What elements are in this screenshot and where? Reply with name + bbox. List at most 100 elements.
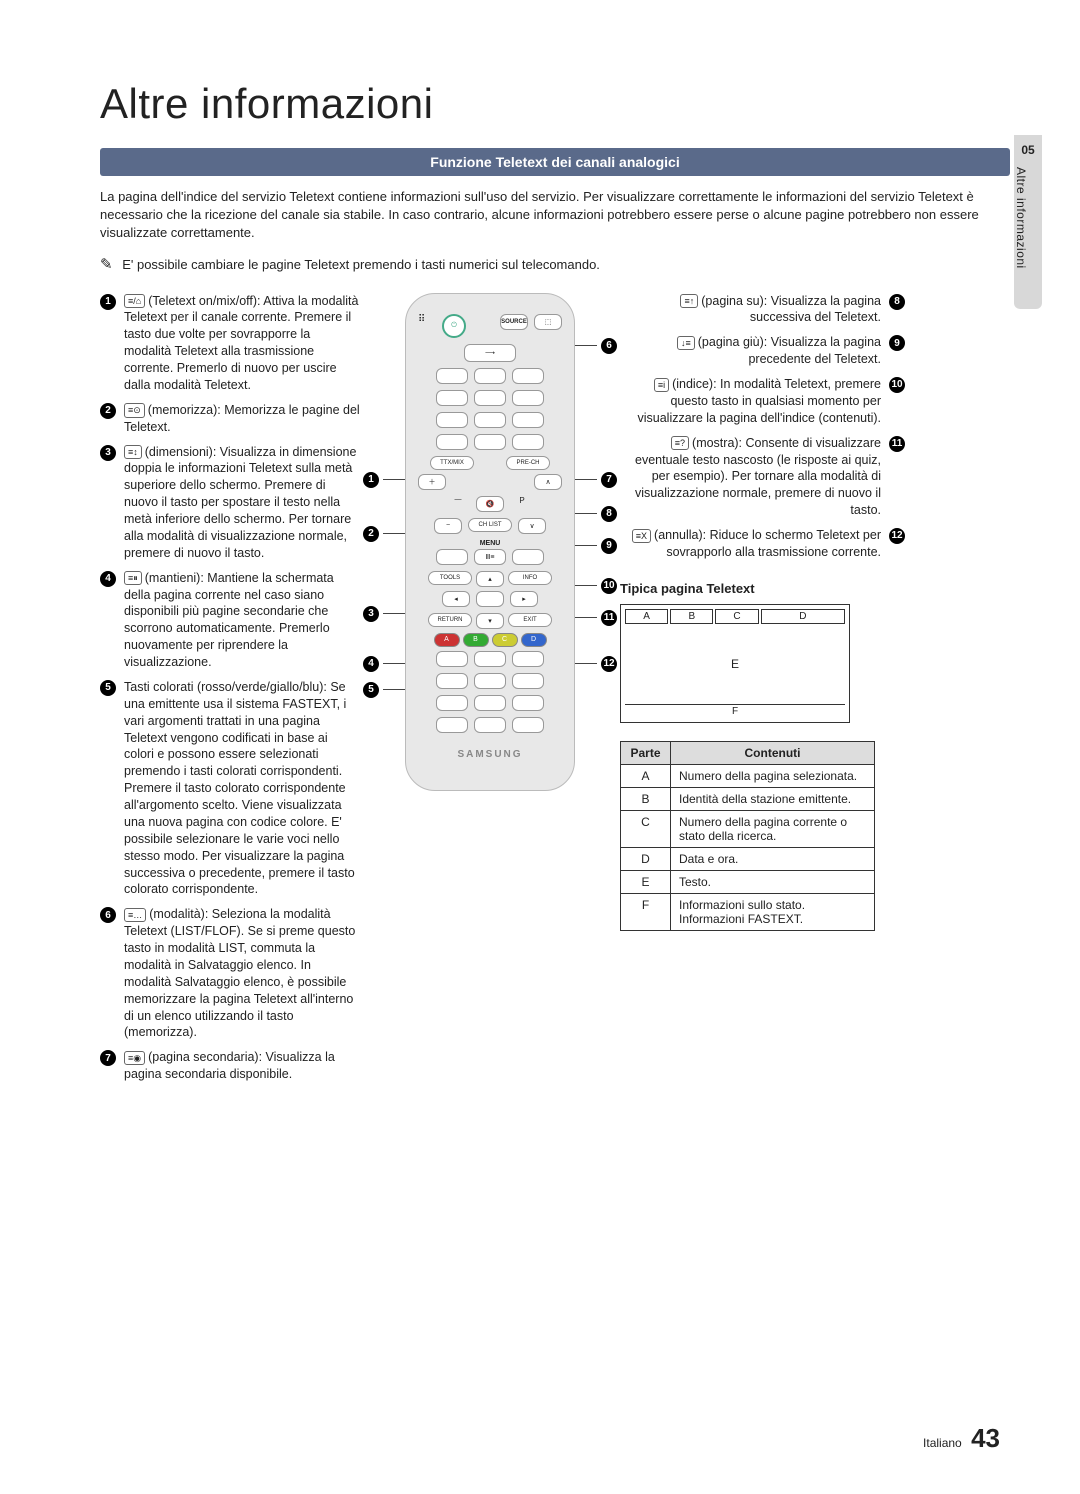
teletext-heading: Tipica pagina Teletext	[620, 581, 905, 596]
ext-7[interactable]	[436, 695, 468, 711]
subpage-icon: ≡◉	[124, 1051, 145, 1065]
ext-12[interactable]	[512, 717, 544, 733]
p-label: P	[510, 496, 534, 512]
color-b[interactable]: B	[463, 633, 489, 647]
input-button[interactable]: ⟶	[464, 344, 516, 362]
item-4: 4 ≡⏸(mantieni): Mantiene la schermata de…	[100, 570, 360, 671]
ch-down[interactable]: ∨	[518, 518, 546, 534]
item-5: 5 Tasti colorati (rosso/verde/giallo/blu…	[100, 679, 360, 898]
samsung-logo: SAMSUNG	[418, 749, 562, 760]
nav-left[interactable]: ◂	[442, 591, 470, 607]
tt-c: C	[715, 609, 758, 624]
callout-5: 5	[363, 681, 405, 698]
pagedown-icon: ↓≡	[677, 336, 695, 350]
color-c[interactable]: C	[492, 633, 518, 647]
note-icon: ✎	[100, 255, 113, 273]
item-9: ↓≡(pagina giù): Visualizza la pagina pre…	[620, 334, 905, 368]
remote: ⠿ ⏻ SOURCE ⬚ ⟶ TTX/MIX PRE-CH	[405, 293, 575, 791]
color-d[interactable]: D	[521, 633, 547, 647]
tools-button[interactable]: TOOLS	[428, 571, 472, 585]
mode-icon: ≡…	[124, 908, 146, 922]
callout-9: 9	[575, 537, 617, 554]
nav-ok[interactable]	[476, 591, 504, 607]
tt-f: F	[625, 704, 845, 718]
ext-9[interactable]	[512, 695, 544, 711]
num-ext2[interactable]	[512, 434, 544, 450]
num-1[interactable]	[436, 368, 468, 384]
badge-8: 8	[889, 294, 905, 310]
vol-up[interactable]: ＋	[418, 474, 446, 490]
num-8[interactable]	[474, 412, 506, 428]
badge-3: 3	[100, 445, 116, 461]
num-7[interactable]	[436, 412, 468, 428]
num-9[interactable]	[512, 412, 544, 428]
callout-6: 6	[575, 337, 617, 354]
callout-2: 2	[363, 525, 405, 542]
nav-down[interactable]: ▾	[476, 613, 504, 629]
menu-l[interactable]	[436, 549, 468, 565]
pageup-icon: ≡↑	[680, 294, 698, 308]
ext-3[interactable]	[512, 651, 544, 667]
source-button[interactable]: SOURCE	[500, 314, 528, 330]
th-parte: Parte	[621, 741, 671, 764]
ch-up[interactable]: ∧	[534, 474, 562, 490]
badge-2: 2	[100, 403, 116, 419]
ext-2[interactable]	[474, 651, 506, 667]
num-6[interactable]	[512, 390, 544, 406]
ext-10[interactable]	[436, 717, 468, 733]
badge-11: 11	[889, 436, 905, 452]
menu-r[interactable]	[512, 549, 544, 565]
num-3[interactable]	[512, 368, 544, 384]
num-ext1[interactable]	[436, 434, 468, 450]
menu-label: MENU	[418, 540, 562, 547]
intro-text: La pagina dell'indice del servizio Telet…	[100, 188, 1010, 243]
vol-down[interactable]: −	[434, 518, 462, 534]
menu-m[interactable]: Ⅲ≡	[474, 549, 506, 565]
nav-up[interactable]: ▴	[476, 571, 504, 587]
chlist-button[interactable]: CH LIST	[468, 518, 512, 532]
footer: Italiano 43	[923, 1423, 1000, 1454]
power-button[interactable]: ⏻	[442, 314, 466, 338]
ext-6[interactable]	[512, 673, 544, 689]
badge-1: 1	[100, 294, 116, 310]
parts-table: Parte Contenuti ANumero della pagina sel…	[620, 741, 875, 931]
num-0[interactable]	[474, 434, 506, 450]
nav-right[interactable]: ▸	[510, 591, 538, 607]
hold-icon: ≡⏸	[124, 571, 142, 585]
return-button[interactable]: RETURN	[428, 613, 472, 627]
columns: 1 ≡/⌂(Teletext on/mix/off): Attiva la mo…	[100, 293, 1010, 1092]
mute-button[interactable]: 🔇	[476, 496, 504, 512]
ext-8[interactable]	[474, 695, 506, 711]
callout-12: 12	[575, 655, 617, 672]
badge-12: 12	[889, 528, 905, 544]
table-row: ETesto.	[621, 870, 875, 893]
note-line: ✎ E' possibile cambiare le pagine Telete…	[100, 255, 1010, 273]
ext-1[interactable]	[436, 651, 468, 667]
ext-11[interactable]	[474, 717, 506, 733]
tt-b: B	[670, 609, 713, 624]
item-1: 1 ≡/⌂(Teletext on/mix/off): Attiva la mo…	[100, 293, 360, 394]
color-buttons: A B C D	[418, 633, 562, 647]
item-2: 2 ≡⊙(memorizza): Memorizza le pagine del…	[100, 402, 360, 436]
ttxmix-button[interactable]: TTX/MIX	[430, 456, 474, 470]
prech-button[interactable]: PRE-CH	[506, 456, 550, 470]
info-button[interactable]: INFO	[508, 571, 552, 585]
num-5[interactable]	[474, 390, 506, 406]
remote-wrap: 1 2 3 4 5 6 7 8 9 10 11 12 ⠿ ⏻ S	[405, 293, 575, 791]
callout-11: 11	[575, 609, 617, 626]
hdmi-button[interactable]: ⬚	[534, 314, 562, 330]
item-6: 6 ≡…(modalità): Seleziona la modalità Te…	[100, 906, 360, 1041]
tt-a: A	[625, 609, 668, 624]
th-contenuti: Contenuti	[671, 741, 875, 764]
num-4[interactable]	[436, 390, 468, 406]
table-row: DData e ora.	[621, 847, 875, 870]
ext-5[interactable]	[474, 673, 506, 689]
num-2[interactable]	[474, 368, 506, 384]
table-row: BIdentità della stazione emittente.	[621, 787, 875, 810]
exit-button[interactable]: EXIT	[508, 613, 552, 627]
color-a[interactable]: A	[434, 633, 460, 647]
store-icon: ≡⊙	[124, 403, 145, 417]
teletext-icon: ≡/⌂	[124, 294, 145, 308]
ext-4[interactable]	[436, 673, 468, 689]
item-11: ≡?(mostra): Consente di visualizzare eve…	[620, 435, 905, 519]
